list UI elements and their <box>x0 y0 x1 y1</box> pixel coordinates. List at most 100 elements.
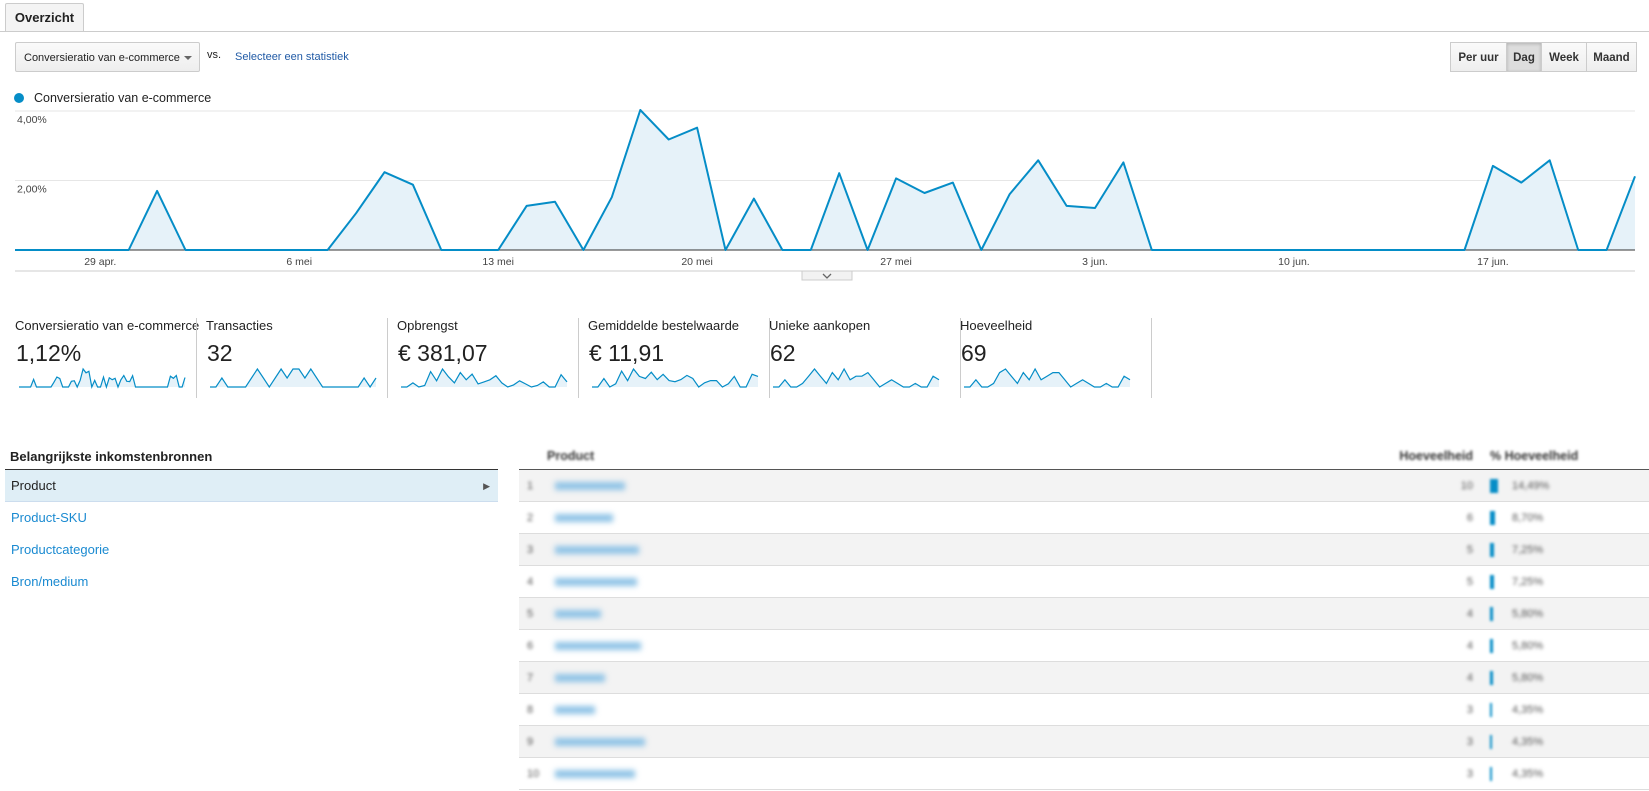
source-item[interactable]: Product-SKU <box>5 502 498 534</box>
row-rank: 9 <box>527 736 534 748</box>
sparkline-line <box>592 367 759 388</box>
share-bar <box>1490 479 1498 493</box>
row-quantity: 4 <box>1466 672 1473 684</box>
separator <box>578 318 579 398</box>
scorecard-label: Hoeveelheid <box>960 318 1033 333</box>
header-line <box>519 469 1649 470</box>
vs-label: vs. <box>207 49 222 61</box>
scorecard-value: 32 <box>207 340 233 366</box>
sparkline-line <box>964 367 1131 388</box>
share-bar <box>1490 703 1493 717</box>
y-tick-label: 4,00% <box>17 114 47 126</box>
row-rank: 2 <box>527 512 534 524</box>
table-row: 4 5 7,25% <box>519 566 1649 598</box>
row-quantity: 5 <box>1466 576 1473 588</box>
column-header: Product <box>547 449 595 463</box>
row-quantity: 5 <box>1466 544 1473 556</box>
row-share: 7,25% <box>1512 544 1544 556</box>
legend-marker <box>14 93 24 103</box>
source-item[interactable]: Product ▶ <box>5 470 498 502</box>
source-label: Bron/medium <box>11 574 89 589</box>
share-bar <box>1490 543 1494 557</box>
scorecard-label: Conversieratio van e-commerce <box>15 318 200 333</box>
dropdown-label: Conversieratio van e-commerce <box>24 52 180 64</box>
row-share: 14,49% <box>1512 480 1550 492</box>
sparkline <box>592 367 759 388</box>
area <box>15 110 1635 250</box>
granularity-button[interactable]: Week <box>1541 42 1587 72</box>
sparkline <box>964 367 1131 388</box>
compare-link[interactable]: Selecteer een statistiek <box>235 51 349 63</box>
table-row: 5 4 5,80% <box>519 598 1649 630</box>
row-rank: 4 <box>527 576 534 588</box>
chart: Conversieratio van e-commerce 2,00% 4,00% 2… <box>14 91 1636 281</box>
product-name-blurred[interactable] <box>555 514 613 522</box>
row-quantity: 10 <box>1460 480 1473 492</box>
source-item[interactable]: Bron/medium <box>5 566 498 598</box>
collapse-icon <box>822 273 832 279</box>
product-name-blurred[interactable] <box>555 610 601 618</box>
x-tick-label: 6 mei <box>286 256 312 268</box>
separator <box>960 318 961 398</box>
scorecard-label: Opbrengst <box>397 318 458 333</box>
granularity-button[interactable]: Maand <box>1586 42 1637 72</box>
scorecard-label: Gemiddelde bestelwaarde <box>588 318 740 333</box>
product-name-blurred[interactable] <box>555 546 639 554</box>
granularity-button[interactable]: Dag <box>1506 42 1542 72</box>
x-tick-label: 10 jun. <box>1278 256 1310 268</box>
separator <box>769 318 770 398</box>
metric-dropdown[interactable]: Conversieratio van e-commerce <box>15 42 200 72</box>
sparkline-area <box>964 369 1130 387</box>
row-share: 5,80% <box>1512 608 1544 620</box>
product-name-blurred[interactable] <box>555 738 645 746</box>
source-label: Product <box>11 478 56 493</box>
separator <box>196 318 197 398</box>
scorecard-value: 69 <box>961 340 987 366</box>
row-quantity: 4 <box>1466 608 1473 620</box>
sparkline-line <box>19 367 186 390</box>
granularity-button[interactable]: Per uur <box>1450 42 1507 72</box>
product-name-blurred[interactable] <box>555 674 605 682</box>
row-rank: 5 <box>527 608 534 620</box>
sparkline-area <box>773 369 939 387</box>
table-row: 6 4 5,80% <box>519 630 1649 662</box>
product-name-blurred[interactable] <box>555 578 637 586</box>
separator <box>1151 318 1152 398</box>
source-label: Product-SKU <box>11 510 87 525</box>
sparkline <box>210 367 377 389</box>
row-share: 4,35% <box>1512 736 1544 748</box>
scorecard-label: Transacties <box>206 318 273 333</box>
row-rank: 10 <box>527 768 540 780</box>
row-share: 5,80% <box>1512 672 1544 684</box>
product-name-blurred[interactable] <box>555 482 625 490</box>
tab[interactable]: Overzicht <box>5 3 84 32</box>
row-quantity: 3 <box>1466 768 1473 780</box>
share-bar <box>1490 575 1494 589</box>
row-rank: 1 <box>527 480 534 492</box>
legend-label: Conversieratio van e-commerce <box>34 91 211 105</box>
share-bar <box>1490 735 1493 749</box>
sparkline <box>401 367 568 388</box>
row-rank: 8 <box>527 704 534 716</box>
x-tick-label: 27 mei <box>880 256 912 268</box>
row-rank: 3 <box>527 544 534 556</box>
table-row: 3 5 7,25% <box>519 534 1649 566</box>
source-label: Productcategorie <box>11 542 110 557</box>
sparkline <box>19 367 186 390</box>
scorecard-value: 62 <box>770 340 796 366</box>
share-bar <box>1490 671 1494 685</box>
row-share: 8,70% <box>1512 512 1544 524</box>
product-name-blurred[interactable] <box>555 770 635 778</box>
scorecard-value: 1,12% <box>16 340 82 366</box>
source-item[interactable]: Productcategorie <box>5 534 498 566</box>
divider <box>5 469 498 470</box>
product-name-blurred[interactable] <box>555 642 641 650</box>
sparkline-line <box>210 367 377 389</box>
scorecard-value: € 11,91 <box>589 340 665 366</box>
share-bar <box>1490 511 1495 525</box>
sources-title: Belangrijkste inkomstenbronnen <box>10 449 213 464</box>
product-name-blurred[interactable] <box>555 706 595 714</box>
collapse-handle[interactable] <box>801 270 853 281</box>
table-row: 10 3 4,35% <box>519 758 1649 790</box>
